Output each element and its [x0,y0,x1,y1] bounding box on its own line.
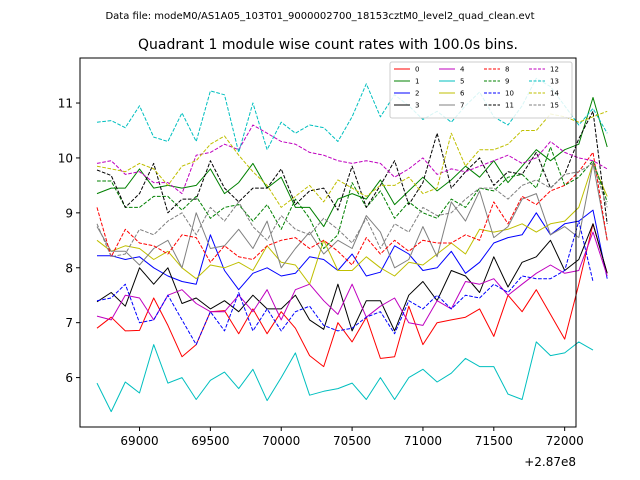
series-line-7 [96,162,608,269]
x-tick-label: 71000 [404,434,442,448]
y-tick-label: 6 [65,371,73,385]
legend-label-15: 15 [550,102,559,110]
y-tick-label: 10 [58,151,73,165]
series-line-11 [96,110,608,224]
x-axis: 69000 69500 70000 70500 71000 71500 72000 [120,427,584,448]
y-axis: 6 7 8 9 10 11 [58,97,80,385]
x-tick-label: 70500 [333,434,371,448]
series-line-3 [96,223,608,332]
legend-label-9: 9 [505,78,509,86]
legend-label-1: 1 [415,78,419,86]
legend-label-7: 7 [460,102,464,110]
series-line-4 [96,231,608,326]
series-line-10 [96,220,594,346]
legend-label-10: 10 [505,90,514,98]
series-line-12 [96,124,608,195]
legend-label-8: 8 [505,66,509,74]
legend-label-13: 13 [550,78,559,86]
legend-label-6: 6 [460,90,465,98]
series-line-15 [96,162,608,258]
series-line-5 [96,341,594,413]
legend-label-0: 0 [415,66,419,74]
y-tick-label: 8 [65,261,73,275]
y-tick-label: 7 [65,316,73,330]
series-line-2 [97,209,608,291]
series-line-8 [96,151,608,266]
y-tick-label: 11 [58,97,73,111]
axes-frame [79,57,577,428]
y-tick-label: 9 [65,206,73,220]
x-tick-label: 69500 [191,434,229,448]
x-offset-label: +2.87e8 [524,455,576,469]
plot-area-background [80,58,576,427]
series-line-0 [96,223,608,368]
figure-suptitle: Data file: modeM0/AS1A05_103T01_90000027… [105,11,534,22]
legend-label-12: 12 [550,66,559,74]
legend-box [389,61,573,119]
series-line-14 [96,110,608,208]
legend-label-4: 4 [460,66,465,74]
series-line-9 [97,146,608,249]
chart-title: Quadrant 1 module wise count rates with … [138,37,518,53]
legend-label-3: 3 [415,102,419,110]
legend-label-11: 11 [505,102,514,110]
series-line-1 [96,97,608,228]
legend-label-5: 5 [460,78,464,86]
legend-label-14: 14 [550,90,559,98]
x-tick-label: 72000 [546,434,584,448]
x-tick-label: 70000 [262,434,300,448]
legend-label-2: 2 [415,90,419,98]
x-tick-label: 71500 [475,434,513,448]
x-tick-label: 69000 [120,434,158,448]
